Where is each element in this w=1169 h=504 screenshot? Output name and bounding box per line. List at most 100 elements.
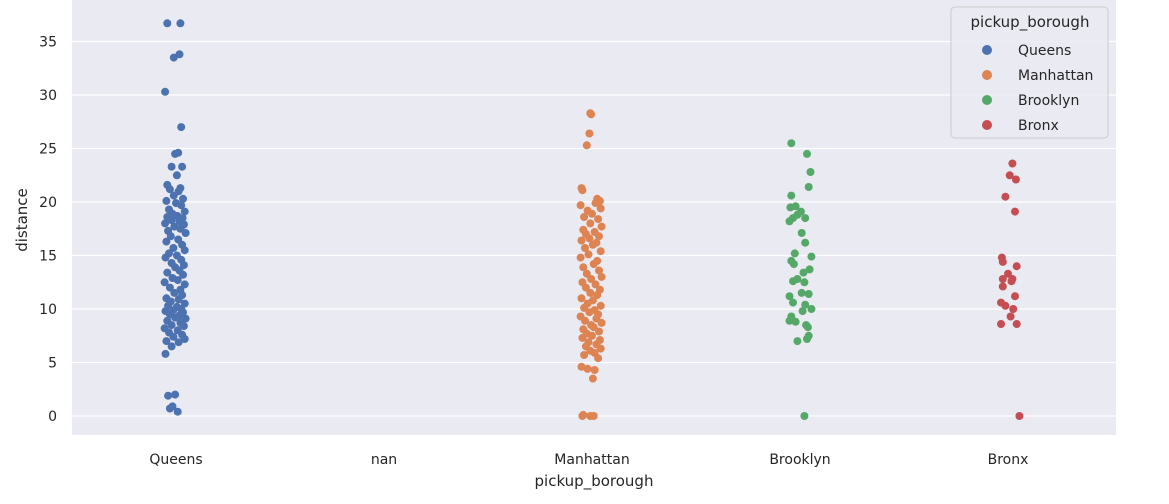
data-point — [801, 300, 810, 309]
data-point — [595, 327, 603, 336]
data-point — [583, 364, 592, 373]
y-tick-label: 0 — [48, 409, 57, 425]
data-point — [801, 238, 810, 247]
legend: pickup_borough Queens Manhattan Brooklyn Br… — [950, 6, 1109, 139]
legend-marker — [982, 95, 992, 105]
data-point — [589, 323, 598, 332]
data-point — [590, 366, 599, 374]
x-tick-label: Queens — [149, 452, 202, 468]
data-point — [585, 234, 594, 243]
x-tick-label: nan — [371, 452, 397, 468]
data-point — [170, 222, 179, 231]
data-point — [581, 244, 589, 252]
x-tick-label: Brooklyn — [769, 452, 830, 468]
data-point — [167, 321, 176, 330]
data-point — [169, 191, 178, 200]
data-point — [169, 244, 178, 252]
y-tick-label: 15 — [39, 249, 57, 265]
data-point — [162, 337, 171, 346]
data-point — [180, 335, 189, 343]
data-point — [577, 294, 586, 303]
data-point — [803, 149, 811, 158]
y-tick-label: 25 — [39, 142, 57, 158]
data-point — [594, 215, 603, 224]
data-point — [161, 349, 170, 358]
data-point — [581, 283, 590, 292]
data-point — [587, 275, 596, 283]
data-point — [1001, 192, 1010, 201]
data-point — [588, 331, 596, 340]
data-point — [787, 139, 796, 148]
data-point — [803, 323, 812, 332]
y-tick-label: 35 — [39, 35, 57, 51]
data-point — [180, 280, 189, 289]
legend-marker — [982, 70, 992, 80]
data-point — [584, 250, 593, 259]
data-point — [576, 253, 585, 262]
data-point — [998, 257, 1007, 266]
data-point — [597, 222, 606, 231]
data-point — [168, 402, 177, 411]
data-point — [785, 217, 794, 226]
data-point — [597, 272, 606, 281]
data-point — [160, 278, 169, 287]
y-axis-title: distance — [13, 188, 31, 252]
y-tick-labels: 0 5 10 15 20 25 30 35 — [39, 35, 57, 426]
y-tick-label: 20 — [39, 195, 57, 211]
data-point — [791, 317, 800, 326]
data-point — [582, 269, 591, 278]
data-point — [596, 247, 605, 256]
data-point — [585, 308, 594, 317]
x-tick-labels: Queens nan Manhattan Brooklyn Bronx — [149, 452, 1028, 468]
data-point — [596, 301, 605, 310]
data-point — [170, 288, 179, 297]
data-point — [789, 260, 798, 269]
data-point — [1011, 292, 1019, 301]
data-point — [1009, 305, 1018, 313]
data-point — [580, 351, 589, 359]
data-point — [595, 266, 603, 275]
x-tick-label: Manhattan — [554, 452, 629, 468]
data-point — [174, 338, 183, 347]
data-point — [785, 292, 794, 301]
data-point — [172, 171, 181, 180]
data-point — [589, 260, 598, 269]
legend-entries: Queens Manhattan Brooklyn Bronx — [982, 43, 1093, 134]
data-point — [998, 282, 1007, 291]
data-point — [178, 162, 187, 171]
data-point — [161, 219, 170, 228]
data-point — [806, 168, 815, 176]
data-point — [800, 412, 809, 420]
data-point — [179, 261, 188, 270]
data-point — [163, 268, 172, 277]
data-point — [171, 313, 180, 322]
data-point — [785, 316, 794, 325]
legend-label: Manhattan — [1018, 68, 1093, 84]
data-point — [596, 204, 605, 213]
data-point — [1011, 207, 1019, 216]
data-point — [807, 305, 816, 313]
data-point — [169, 332, 178, 341]
data-point — [173, 276, 182, 285]
data-point — [588, 374, 597, 383]
data-points — [160, 19, 1024, 420]
data-point — [167, 216, 176, 225]
data-point — [580, 213, 589, 221]
legend-label: Bronx — [1018, 118, 1059, 134]
data-point — [1012, 320, 1021, 328]
data-point — [588, 209, 596, 218]
data-point — [588, 240, 597, 249]
x-tick-label: Bronx — [988, 452, 1029, 468]
legend-title: pickup_borough — [971, 13, 1090, 32]
data-point — [161, 253, 170, 262]
data-point — [165, 283, 174, 292]
data-point — [166, 232, 175, 241]
x-axis-title: pickup_borough — [535, 472, 654, 491]
data-point — [589, 412, 598, 420]
data-point — [176, 19, 185, 28]
legend-label: Queens — [1018, 43, 1071, 59]
data-point — [595, 232, 603, 241]
data-point — [162, 196, 171, 205]
data-point — [161, 87, 170, 96]
